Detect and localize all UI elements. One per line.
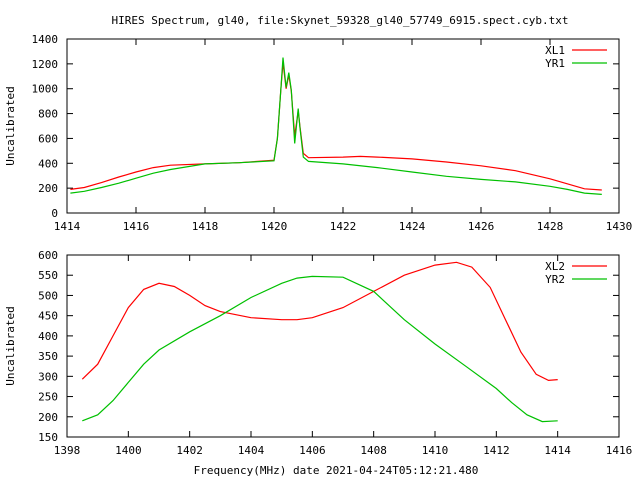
- x-tick-label: 1408: [360, 444, 387, 457]
- y-tick-label: 550: [38, 269, 58, 282]
- x-tick-label: 1430: [606, 220, 633, 233]
- legend-label-yr1: YR1: [545, 57, 565, 70]
- x-tick-label: 1426: [468, 220, 495, 233]
- x-tick-label: 1414: [544, 444, 571, 457]
- y-tick-label: 450: [38, 310, 58, 323]
- y-axis-label: Uncalibrated: [4, 86, 17, 165]
- x-tick-label: 1406: [299, 444, 326, 457]
- y-tick-label: 600: [38, 249, 58, 262]
- y-tick-label: 1400: [32, 33, 59, 46]
- legend-label-yr2: YR2: [545, 273, 565, 286]
- y-tick-label: 400: [38, 330, 58, 343]
- x-tick-label: 1414: [54, 220, 81, 233]
- x-tick-label: 1402: [176, 444, 203, 457]
- y-tick-label: 0: [51, 207, 58, 220]
- y-tick-label: 250: [38, 391, 58, 404]
- y-tick-label: 500: [38, 289, 58, 302]
- y-tick-label: 300: [38, 370, 58, 383]
- x-tick-label: 1410: [422, 444, 449, 457]
- series-line-xl2: [81, 261, 558, 382]
- x-tick-label: 1398: [54, 444, 81, 457]
- y-tick-label: 350: [38, 350, 58, 363]
- x-tick-label: 1416: [606, 444, 633, 457]
- x-tick-label: 1424: [399, 220, 426, 233]
- y-tick-label: 200: [38, 182, 58, 195]
- y-tick-label: 800: [38, 108, 58, 121]
- plot-frame: [66, 254, 620, 438]
- x-tick-label: 1420: [261, 220, 288, 233]
- y-tick-label: 150: [38, 431, 58, 444]
- y-tick-label: 200: [38, 411, 58, 424]
- x-tick-label: 1412: [483, 444, 510, 457]
- x-tick-label: 1418: [192, 220, 219, 233]
- y-axis-label: Uncalibrated: [4, 306, 17, 385]
- y-tick-label: 1200: [32, 58, 59, 71]
- y-tick-label: 600: [38, 132, 58, 145]
- plot-frame: [66, 38, 620, 214]
- x-tick-label: 1416: [123, 220, 150, 233]
- chart-title: HIRES Spectrum, gl40, file:Skynet_59328_…: [112, 14, 569, 27]
- x-tick-label: 1422: [330, 220, 357, 233]
- x-tick-label: 1404: [238, 444, 265, 457]
- legend-label-xl2: XL2: [545, 260, 565, 273]
- series-line-yr2: [82, 275, 558, 423]
- x-tick-label: 1400: [115, 444, 142, 457]
- series-line-xl1: [70, 62, 602, 191]
- x-axis-label: Frequency(MHz) date 2021-04-24T05:12:21.…: [194, 464, 479, 477]
- y-tick-label: 400: [38, 157, 58, 170]
- y-tick-label: 1000: [32, 83, 59, 96]
- x-tick-label: 1428: [537, 220, 564, 233]
- legend-label-xl1: XL1: [545, 44, 565, 57]
- series-line-yr1: [70, 57, 602, 195]
